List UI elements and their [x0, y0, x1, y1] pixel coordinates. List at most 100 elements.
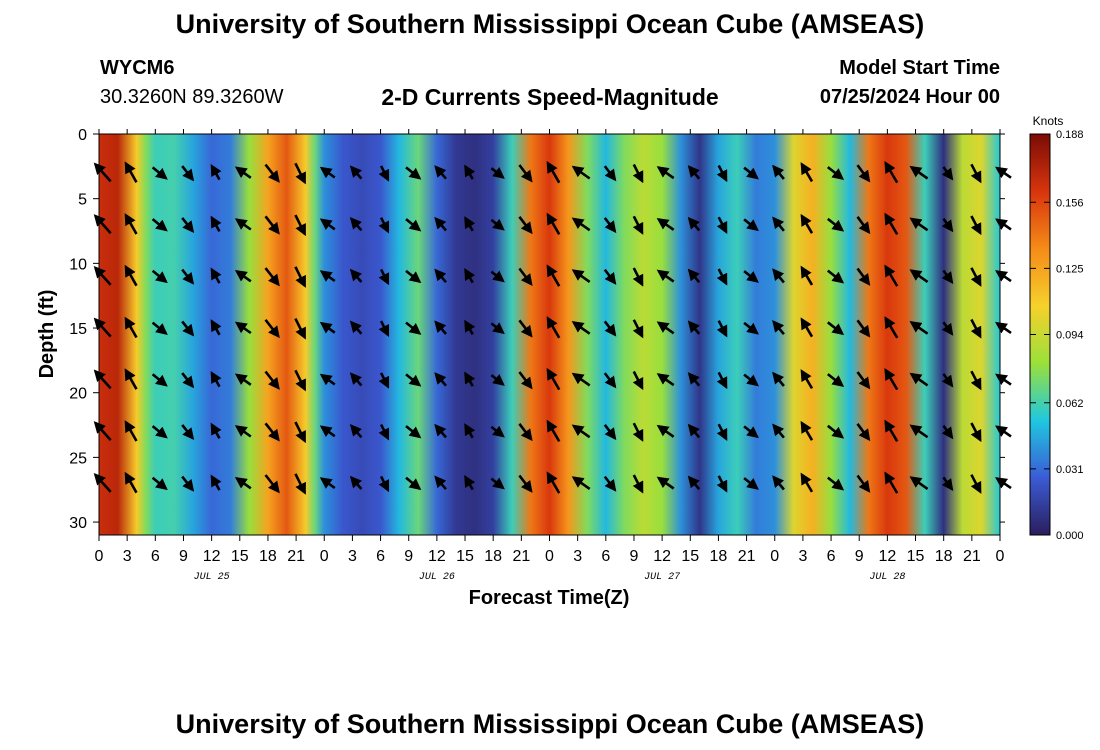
current-vector-arrow: [546, 264, 561, 287]
current-vector-arrow: [93, 317, 112, 338]
current-vector-arrow: [405, 425, 422, 439]
current-vector-arrow: [941, 166, 954, 181]
current-vector-arrow: [826, 373, 845, 387]
current-vectors: [93, 160, 1012, 495]
current-vector-arrow: [151, 373, 168, 387]
current-vector-arrow: [434, 216, 447, 232]
current-vector-arrow: [93, 214, 112, 235]
current-vector-arrow: [319, 218, 336, 231]
current-vector-arrow: [151, 321, 168, 335]
current-vector-arrow: [571, 372, 591, 387]
current-vector-arrow: [294, 369, 306, 392]
y-tick-label: 20: [69, 386, 87, 403]
current-vector-arrow: [264, 215, 280, 235]
current-vector-arrow: [151, 166, 168, 180]
current-vector-arrow: [800, 265, 814, 286]
current-vector-arrow: [181, 372, 195, 389]
current-vector-arrow: [970, 474, 982, 494]
current-vector-arrow: [234, 269, 252, 283]
x-tick-label: 18: [935, 548, 953, 565]
current-vector-arrow: [941, 476, 954, 491]
current-vector-arrow: [124, 316, 138, 339]
current-vector-arrow: [518, 267, 533, 286]
current-vector-arrow: [909, 269, 929, 283]
current-vector-arrow: [941, 217, 954, 233]
current-vector-arrow: [434, 165, 447, 180]
x-tick-label: 3: [123, 548, 132, 565]
current-vector-arrow: [546, 316, 561, 339]
date-label: JUL 28: [869, 572, 905, 583]
x-tick-label: 12: [653, 548, 671, 565]
current-vector-arrow: [378, 372, 390, 389]
current-vector-arrow: [93, 162, 112, 183]
current-vector-arrow: [210, 267, 222, 284]
current-vector-arrow: [826, 424, 845, 439]
current-vector-arrow: [181, 424, 195, 441]
current-vector-arrow: [656, 269, 675, 283]
current-vector-arrow: [124, 368, 138, 390]
x-tick-label: 21: [963, 548, 981, 565]
current-vector-arrow: [603, 165, 617, 182]
current-vector-arrow: [124, 213, 138, 235]
current-vector-arrow: [743, 321, 759, 335]
x-tick-label: 21: [287, 548, 305, 565]
current-vector-arrow: [405, 321, 422, 335]
colorbar-tick-label: 0.156: [1056, 197, 1084, 209]
current-vector-arrow: [970, 318, 982, 339]
current-vector-arrow: [571, 269, 591, 283]
current-vector-arrow: [490, 373, 505, 386]
current-vector-arrow: [656, 476, 675, 490]
current-vector-arrow: [210, 370, 222, 388]
current-vector-arrow: [151, 425, 168, 439]
x-tick-label: 3: [798, 548, 807, 565]
current-vector-arrow: [546, 212, 561, 236]
current-vector-arrow: [826, 321, 845, 336]
x-tick-label: 9: [855, 548, 864, 565]
x-tick-label: 6: [601, 548, 610, 565]
current-vector-arrow: [743, 373, 759, 387]
current-vector-arrow: [210, 422, 222, 439]
current-vector-arrow: [772, 164, 785, 180]
current-vector-arrow: [656, 321, 675, 335]
current-vector-arrow: [687, 268, 701, 284]
colorbar-tick-label: 0.094: [1056, 330, 1084, 342]
current-vector-arrow: [716, 268, 728, 286]
current-vector-arrow: [546, 160, 561, 184]
x-tick-label: 6: [827, 548, 836, 565]
chart-title: University of Southern Mississippi Ocean…: [175, 9, 925, 39]
current-vector-arrow: [319, 425, 336, 438]
current-vector-arrow: [687, 372, 701, 387]
current-vector-arrow: [743, 477, 759, 490]
current-vector-arrow: [151, 476, 168, 491]
current-vector-arrow: [970, 163, 982, 184]
current-vector-arrow: [434, 372, 447, 387]
current-vector-arrow: [181, 475, 195, 492]
current-vector-arrow: [743, 218, 759, 232]
current-vector-arrow: [264, 422, 280, 442]
colorbar-tick-label: 0.188: [1056, 129, 1084, 141]
current-vector-arrow: [349, 217, 363, 232]
current-vector-arrow: [884, 316, 899, 339]
current-vector-arrow: [319, 321, 336, 334]
x-tick-label: 15: [456, 548, 474, 565]
current-vector-arrow: [294, 266, 306, 288]
current-vector-arrow: [909, 372, 929, 387]
x-tick-label: 15: [231, 548, 249, 565]
x-tick-label: 15: [907, 548, 925, 565]
current-vector-arrow: [743, 166, 759, 180]
current-vector-arrow: [264, 370, 280, 390]
date-label: JUL 27: [644, 572, 680, 583]
current-vector-arrow: [294, 162, 306, 185]
x-tick-label: 6: [376, 548, 385, 565]
current-vector-arrow: [234, 476, 252, 490]
current-vector-arrow: [687, 216, 701, 232]
station-id: WYCM6: [100, 57, 175, 79]
current-vector-arrow: [716, 320, 728, 338]
current-vector-arrow: [656, 166, 675, 180]
current-vector-arrow: [181, 320, 195, 337]
current-vector-arrow: [464, 371, 476, 387]
x-tick-label: 0: [996, 548, 1005, 565]
y-axis-label: Depth (ft): [36, 290, 58, 379]
current-vector-arrow: [970, 267, 982, 287]
current-vector-arrow: [546, 419, 561, 443]
